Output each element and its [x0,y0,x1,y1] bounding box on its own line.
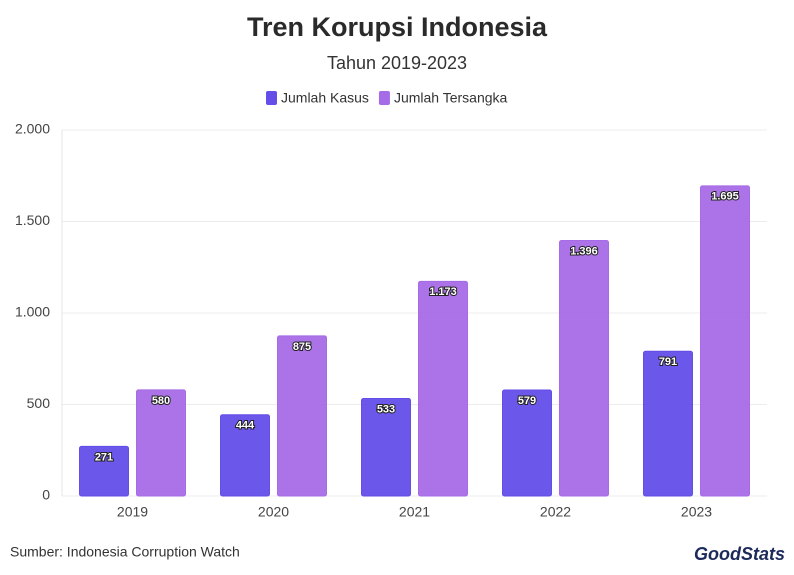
bar [643,350,693,497]
bar [277,335,327,497]
value-label: 875 [293,341,311,353]
value-label: 580 [152,395,170,407]
chart-title: Tren Korupsi Indonesia [247,12,548,42]
value-label: 1.173 [429,286,457,298]
y-tick-label: 2.000 [15,121,50,137]
x-tick-label: 2019 [117,504,148,520]
x-tick-label: 2021 [399,504,430,520]
value-label: 579 [518,395,536,407]
bar [502,389,552,497]
value-label: 271 [95,451,113,463]
legend-swatch [378,91,390,105]
bar [79,445,129,497]
x-tick-label: 2023 [681,504,712,520]
y-tick-label: 500 [27,395,51,411]
value-label: 1.695 [711,191,739,203]
x-tick-label: 2020 [258,504,289,520]
source-note: Sumber: Indonesia Corruption Watch [10,544,240,560]
y-tick-label: 1.000 [15,304,50,320]
bar [220,414,270,497]
value-label: 791 [659,356,677,368]
value-label: 533 [377,403,395,415]
legend-label: Jumlah Kasus [281,90,369,106]
bar [559,240,609,497]
x-tick-label: 2022 [540,504,571,520]
logo: GoodStats [694,544,785,564]
legend-swatch [266,91,277,105]
legend-label: Jumlah Tersangka [394,90,508,106]
bar [700,185,750,497]
y-tick-label: 1.500 [15,212,50,228]
value-label: 1.396 [570,245,598,257]
bar [418,280,468,497]
bar [136,389,186,497]
bar [361,397,411,497]
chart-subtitle: Tahun 2019-2023 [327,53,467,73]
y-tick-label: 0 [42,487,50,503]
value-label: 444 [236,420,255,432]
